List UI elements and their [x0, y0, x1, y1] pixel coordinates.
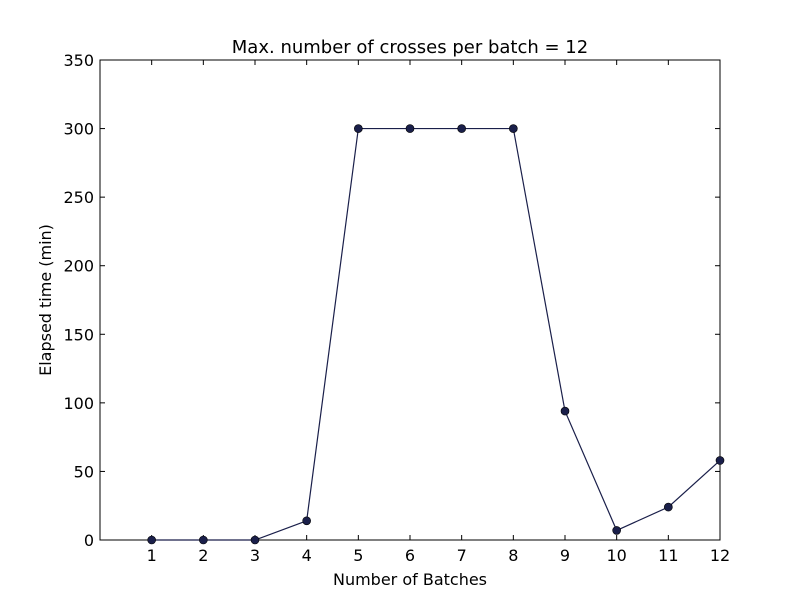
- y-tick-label: 300: [63, 120, 94, 139]
- x-tick-label: 6: [405, 546, 415, 565]
- x-axis: 1 2 3 4 5 6 7 8 9 10 11 12: [147, 60, 730, 565]
- data-point: [715, 456, 725, 465]
- data-point: [354, 124, 363, 133]
- y-tick-label: 200: [63, 257, 94, 276]
- y-axis-label: Elapsed time (min): [36, 224, 55, 376]
- data-point: [612, 526, 621, 535]
- y-tick-label: 50: [74, 462, 94, 481]
- x-tick-label: 10: [606, 546, 626, 565]
- data-point: [405, 124, 415, 133]
- y-tick-label: 350: [63, 51, 94, 70]
- data-point: [147, 535, 156, 545]
- x-tick-label: 2: [198, 546, 208, 565]
- x-tick-label: 12: [710, 546, 730, 565]
- series-line: [151, 127, 721, 541]
- x-tick-label: 1: [147, 546, 157, 565]
- x-tick-label: 5: [353, 546, 363, 565]
- data-point: [509, 124, 518, 133]
- chart-title: Max. number of crosses per batch = 12: [232, 37, 588, 58]
- y-tick-label: 0: [84, 531, 94, 550]
- y-axis: 0 50 100 150 200 250 300 350: [63, 51, 720, 550]
- data-point: [302, 516, 311, 526]
- x-tick-label: 3: [250, 546, 260, 565]
- x-tick-label: 8: [508, 546, 518, 565]
- plot-area: [99, 59, 721, 541]
- data-point: [560, 406, 570, 416]
- series-layer: [147, 124, 725, 545]
- y-tick-label: 250: [63, 188, 94, 207]
- data-point: [199, 535, 208, 545]
- x-tick-label: 7: [457, 546, 467, 565]
- data-point: [664, 502, 673, 512]
- x-tick-label: 11: [658, 546, 678, 565]
- x-tick-label: 4: [302, 546, 312, 565]
- y-tick-label: 100: [63, 394, 94, 413]
- y-tick-label: 150: [63, 325, 94, 344]
- data-point: [457, 124, 466, 133]
- data-point: [250, 535, 260, 545]
- x-tick-label: 9: [560, 546, 570, 565]
- x-axis-label: Number of Batches: [333, 570, 487, 589]
